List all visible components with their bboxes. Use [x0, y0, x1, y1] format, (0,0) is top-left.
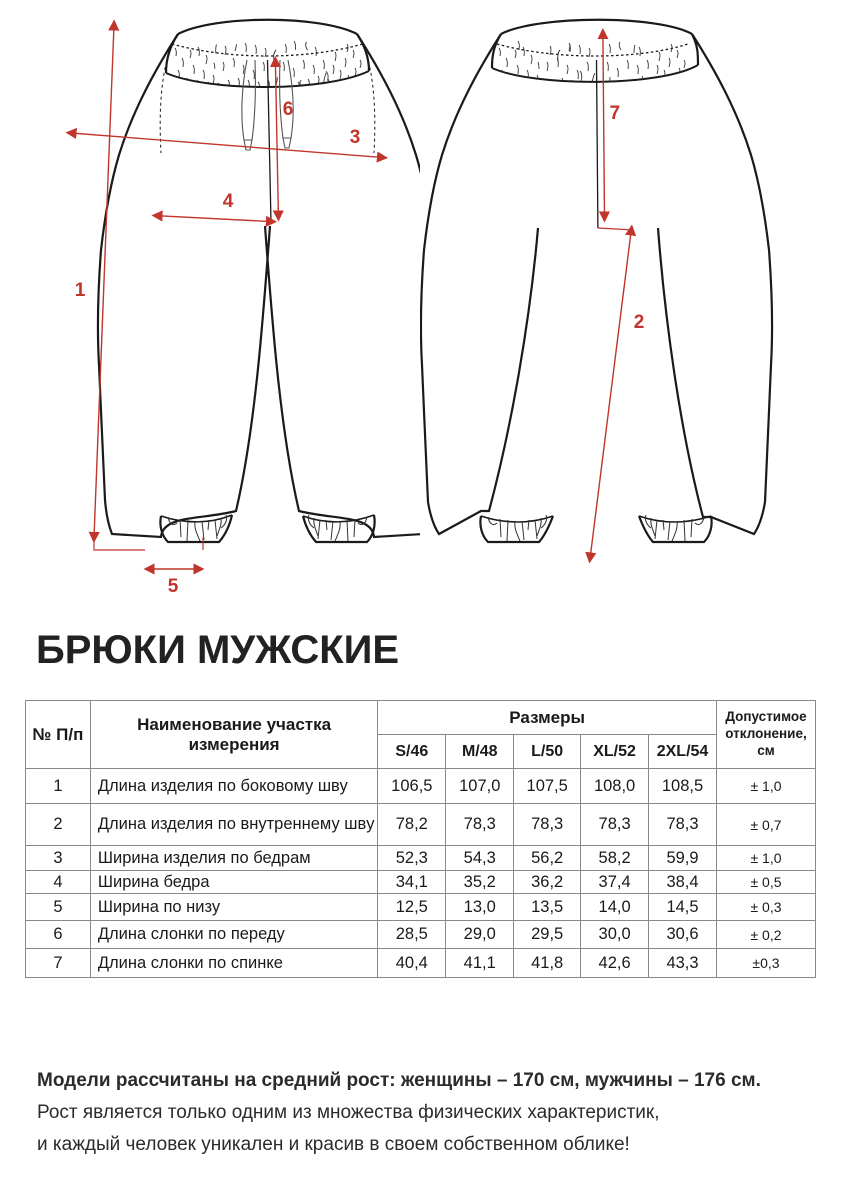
svg-text:5: 5	[168, 576, 179, 597]
svg-text:1: 1	[75, 280, 86, 301]
svg-text:2: 2	[634, 312, 645, 333]
svg-text:3: 3	[350, 127, 361, 148]
svg-text:7: 7	[610, 103, 621, 124]
svg-text:6: 6	[283, 99, 294, 120]
svg-text:4: 4	[223, 191, 234, 212]
